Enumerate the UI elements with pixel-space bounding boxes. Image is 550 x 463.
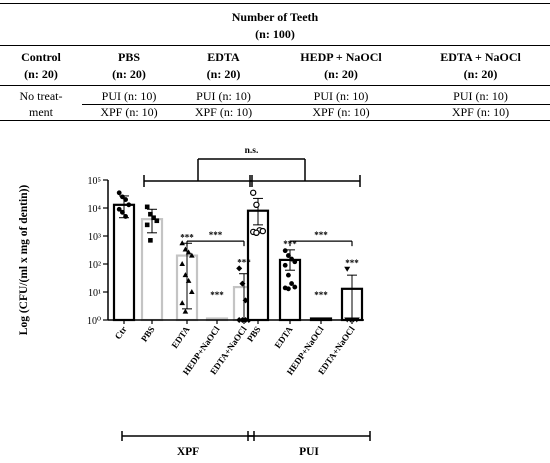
group-label: XPF xyxy=(177,446,199,458)
column-n-pbs: (n: 20) xyxy=(112,67,146,81)
x-tick-label: EDTA xyxy=(272,324,294,350)
table-cell: XPF (n: 10) xyxy=(451,105,510,119)
bar xyxy=(112,203,136,322)
bar xyxy=(246,209,270,322)
data-point xyxy=(148,238,153,243)
table-cell: XPF (n: 10) xyxy=(194,105,253,119)
comparison-label: *** xyxy=(209,230,223,240)
table-cell: PUI (n: 10) xyxy=(101,89,157,103)
data-point xyxy=(151,215,156,221)
data-point xyxy=(282,248,288,254)
data-point xyxy=(253,229,260,237)
data-point xyxy=(182,272,189,278)
table-cell: PUI (n: 10) xyxy=(313,89,369,103)
control-cell-line1: No treat- xyxy=(19,89,63,103)
data-point xyxy=(148,211,153,217)
data-point xyxy=(182,246,189,252)
data-point xyxy=(282,262,288,268)
comparison-label: *** xyxy=(314,230,328,240)
data-point xyxy=(116,206,122,212)
data-point xyxy=(126,202,132,208)
control-cell-line2: ment xyxy=(29,105,53,119)
data-point xyxy=(189,252,195,258)
y-tick-label: 10³ xyxy=(88,232,101,243)
y-tick-label: 10⁵ xyxy=(88,176,102,187)
data-point xyxy=(286,272,291,278)
bar xyxy=(140,218,164,322)
column-n-control: (n: 20) xyxy=(24,67,58,81)
teeth-table: Number of Teeth (n: 100) Control (n: 20)… xyxy=(0,0,550,122)
significance-stars: *** xyxy=(237,257,251,267)
data-point xyxy=(179,300,185,306)
column-header-control: Control xyxy=(21,50,61,64)
data-point xyxy=(179,240,185,246)
data-point xyxy=(189,289,195,294)
data-point xyxy=(123,197,128,202)
data-point xyxy=(120,194,125,200)
data-point xyxy=(249,189,257,196)
ns-label: n.s. xyxy=(245,146,259,156)
column-header-pbs: PBS xyxy=(117,50,140,64)
table-header-title: Number of Teeth xyxy=(231,10,319,24)
table-cell: PUI (n: 10) xyxy=(453,89,508,103)
data-point xyxy=(344,266,351,272)
column-n-edta-naocl: (n: 20) xyxy=(463,67,498,81)
column-header-hedp-naocl: HEDP + NaOCl xyxy=(300,50,382,64)
data-point xyxy=(185,277,192,283)
table-bottom-rule xyxy=(0,120,550,121)
table-header-rule xyxy=(0,45,550,46)
y-axis-label: Log (CFU/(ml x mg of dentin)) xyxy=(18,185,30,336)
cfu-bar-chart: Log (CFU/(ml x mg of dentin)) 10⁰ 10¹ 10² 1… xyxy=(18,146,371,458)
data-point xyxy=(253,201,260,209)
data-point xyxy=(292,284,298,290)
column-header-edta-naocl: EDTA + NaOCl xyxy=(440,50,521,64)
table-cell: XPF (n: 10) xyxy=(312,105,370,119)
significance-stars: *** xyxy=(180,232,194,242)
x-tick-label: PBS xyxy=(139,324,157,343)
data-point xyxy=(144,204,150,210)
column-header-edta: EDTA xyxy=(207,50,240,64)
data-point xyxy=(259,227,266,235)
data-point xyxy=(179,261,185,266)
table-header-total: (n: 100) xyxy=(255,27,295,41)
table-columns-rule xyxy=(0,85,550,86)
table-cell: XPF (n: 10) xyxy=(100,105,158,119)
x-tick-label: PBS xyxy=(245,324,263,343)
y-tick-label: 10² xyxy=(88,260,101,271)
data-point xyxy=(236,265,243,272)
data-point xyxy=(154,218,160,224)
data-point xyxy=(289,256,294,262)
table-row-rule xyxy=(82,104,550,105)
data-point xyxy=(239,280,246,287)
data-point xyxy=(144,222,150,228)
data-point xyxy=(289,281,294,286)
x-tick-label: Ctr xyxy=(113,324,129,341)
table-cell: PUI (n: 10) xyxy=(196,89,251,103)
data-point xyxy=(120,209,125,215)
data-point xyxy=(292,259,298,265)
data-point xyxy=(123,214,128,219)
data-point xyxy=(185,249,192,255)
y-tick-label: 10⁴ xyxy=(88,204,102,215)
table-top-rule xyxy=(0,3,550,4)
x-tick-label: EDTA xyxy=(169,324,191,350)
significance-stars: *** xyxy=(314,290,328,300)
column-n-edta: (n: 20) xyxy=(206,67,241,81)
data-point xyxy=(286,286,291,292)
data-point xyxy=(286,253,291,258)
significance-stars: *** xyxy=(210,290,224,300)
data-point xyxy=(182,308,189,314)
significance-stars: *** xyxy=(345,258,359,268)
y-tick-label: 10¹ xyxy=(88,288,101,299)
group-label: PUI xyxy=(299,446,319,458)
y-tick-label: 10⁰ xyxy=(87,316,101,327)
data-point xyxy=(116,190,122,196)
column-n-hedp-naocl: (n: 20) xyxy=(324,67,358,81)
